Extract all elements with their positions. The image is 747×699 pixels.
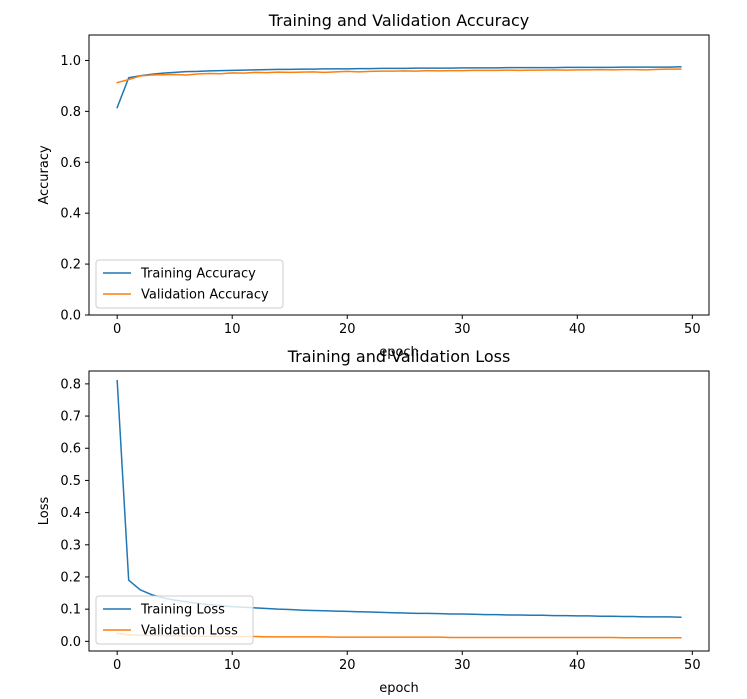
y-tick-label: 0.1	[60, 603, 81, 618]
y-tick-label: 0.2	[60, 258, 81, 273]
legend-label: Validation Accuracy	[141, 288, 269, 303]
x-tick-label: 40	[569, 322, 586, 337]
y-tick-label: 0.0	[60, 309, 81, 324]
chart-loss: Training and Validation Loss 0 10 20 30 40 50 0…	[37, 347, 710, 696]
x-tick-label: 50	[684, 322, 701, 337]
y-tick-label: 0.2	[60, 570, 81, 585]
y-tick-label: 0.4	[60, 506, 81, 521]
x-tick-label: 20	[339, 322, 356, 337]
axes-frame	[88, 370, 710, 652]
series-line-training-loss	[116, 379, 682, 618]
y-tick-label: 0.3	[60, 538, 81, 553]
legend-label: Validation Loss	[141, 624, 238, 639]
y-axis-label: Accuracy	[37, 145, 52, 205]
y-tick-label: 0.4	[60, 207, 81, 222]
x-tick-label: 30	[454, 658, 471, 673]
legend-box	[95, 259, 284, 309]
chart-title: Training and Validation Loss	[287, 347, 511, 366]
chart-title: Training and Validation Accuracy	[268, 11, 530, 30]
legend: Training Accuracy Validation Accuracy	[95, 259, 284, 309]
series-line-validation-accuracy	[116, 68, 682, 84]
legend-label: Training Accuracy	[140, 267, 256, 282]
x-tick-label: 50	[684, 658, 701, 673]
x-tick-label: 0	[113, 658, 121, 673]
legend: Training Loss Validation Loss	[95, 595, 254, 645]
y-tick-label: 0.7	[60, 410, 81, 425]
y-tick-label: 0.8	[60, 105, 81, 120]
chart-accuracy: Training and Validation Accuracy 0 10 20 30 4…	[37, 11, 710, 360]
x-axis-label: epoch	[379, 345, 419, 360]
x-tick-label: 40	[569, 658, 586, 673]
x-axis-label: epoch	[379, 681, 419, 696]
axes-frame	[88, 34, 710, 316]
legend-label: Training Loss	[140, 603, 225, 618]
x-tick-label: 0	[113, 322, 121, 337]
series-line-training-accuracy	[116, 66, 682, 109]
y-tick-label: 1.0	[60, 54, 81, 69]
y-tick-label: 0.8	[60, 377, 81, 392]
legend-box	[95, 595, 254, 645]
y-tick-label: 0.6	[60, 156, 81, 171]
x-tick-label: 10	[224, 658, 241, 673]
x-tick-label: 10	[224, 322, 241, 337]
y-tick-label: 0.6	[60, 442, 81, 457]
y-tick-label: 0.0	[60, 635, 81, 650]
x-tick-label: 30	[454, 322, 471, 337]
x-tick-label: 20	[339, 658, 356, 673]
y-tick-label: 0.5	[60, 474, 81, 489]
y-axis-label: Loss	[37, 497, 52, 526]
